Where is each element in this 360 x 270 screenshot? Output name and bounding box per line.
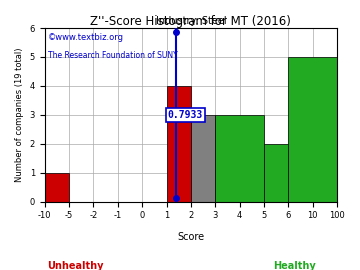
Title: Z''-Score Histogram for MT (2016): Z''-Score Histogram for MT (2016)	[90, 15, 291, 28]
Text: Healthy: Healthy	[274, 261, 316, 270]
Bar	[215, 115, 264, 202]
Y-axis label: Number of companies (19 total): Number of companies (19 total)	[15, 48, 24, 182]
Bar	[167, 86, 191, 202]
Text: 0.7933: 0.7933	[168, 110, 203, 120]
Text: The Research Foundation of SUNY: The Research Foundation of SUNY	[48, 50, 177, 60]
Text: Unhealthy: Unhealthy	[47, 261, 103, 270]
Text: Industry: Steel: Industry: Steel	[156, 16, 226, 26]
Text: ©www.textbiz.org: ©www.textbiz.org	[48, 33, 123, 42]
Bar	[264, 144, 288, 202]
X-axis label: Score: Score	[177, 231, 204, 241]
Bar	[45, 173, 69, 202]
Bar	[191, 115, 215, 202]
Bar	[288, 57, 337, 202]
